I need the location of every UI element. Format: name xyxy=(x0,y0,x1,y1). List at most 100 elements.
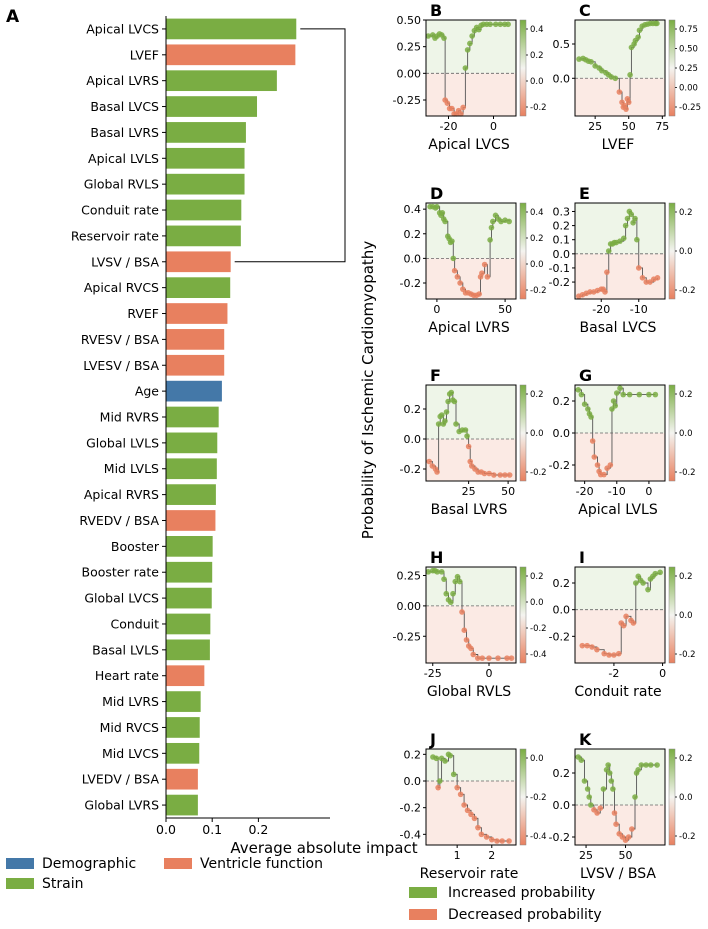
category-label-21: Booster xyxy=(111,539,160,554)
panel-f-point-5 xyxy=(435,421,442,427)
panel-j-point-9 xyxy=(450,771,457,778)
panel-c-negative-region xyxy=(575,78,665,116)
panel-i-y-tick-label-1: 0.2 xyxy=(553,577,571,590)
panel-j: 0.2 0.0 -0.2 -0.4 1 2 0.0 -0.2 -0.4 J Reservoir ra… xyxy=(400,730,547,882)
panel-k-point-6 xyxy=(587,802,594,808)
panel-g-y-tick-label-3: -0.2 xyxy=(549,459,570,472)
panel-k-x-tick-label-2: 50 xyxy=(619,849,633,862)
panel-g-point-9 xyxy=(594,462,601,468)
panel-g-point-4 xyxy=(585,406,591,412)
panel-b-point-11 xyxy=(449,105,455,112)
category-label-31: Global LVRS xyxy=(84,798,159,813)
panel-c-colorbar-label-4: 0.00 xyxy=(679,84,698,94)
category-label-24: Conduit xyxy=(110,616,159,631)
legend-swatch-1 xyxy=(6,858,34,869)
panel-d-x-axis-label: Apical LVRS xyxy=(428,320,510,336)
panel-d-point-30 xyxy=(488,224,495,231)
panel-b-y-tick-label-3: 0.00 xyxy=(397,67,422,80)
panel-g-x-tick-label-1: -20 xyxy=(576,485,594,498)
panel-b-point-1 xyxy=(425,33,432,39)
panel-c-colorbar-label-3: 0.25 xyxy=(679,64,698,74)
panel-j-colorbar-label-3: -0.4 xyxy=(530,832,547,842)
panel-i-point-22 xyxy=(657,569,663,576)
category-label-30: LVEDV / BSA xyxy=(82,772,160,787)
panel-h-point-15 xyxy=(461,627,468,633)
category-label-23: Global LVCS xyxy=(84,591,159,606)
panel-j-point-10 xyxy=(454,784,460,791)
panel-b-frame xyxy=(425,19,517,117)
panel-g-point-16 xyxy=(610,398,617,404)
panel-h-point-16 xyxy=(463,637,470,643)
category-label-27: Mid LVRS xyxy=(102,694,159,709)
panel-j-point-16 xyxy=(475,824,481,831)
panel-g-x-axis-label: Apical LVLS xyxy=(578,502,658,518)
bar-30 xyxy=(166,768,198,790)
legend-label-2: Ventricle function xyxy=(200,856,323,872)
category-label-28: Mid RVCS xyxy=(100,720,159,735)
panel-k-point-15 xyxy=(610,786,616,792)
panel-e-colorbar-label-1: 0.2 xyxy=(679,208,693,218)
panel-d-point-16 xyxy=(454,274,461,280)
panel-k-point-22 xyxy=(629,826,635,832)
panel-e: 0.30.20.10.0-0.1-0.2-20 -100.20.0-0.2EBas… xyxy=(549,184,696,336)
panel-f: 0.2 0.0 -0.2 25 50 0.2 0.0 -0.2 F Basal LVRS xyxy=(400,366,547,518)
legend-label-1: Demographic xyxy=(42,856,136,872)
panel-c-x-tick-label-2: 50 xyxy=(622,120,636,133)
panel-k-point-27 xyxy=(643,762,649,768)
panel-i-point-3 xyxy=(589,644,595,650)
panel-d-point-9 xyxy=(442,218,448,225)
panel-b-colorbar xyxy=(519,19,527,117)
bar-23 xyxy=(166,587,212,609)
bar-13 xyxy=(166,329,225,350)
panel-b-colorbar-label-1: 0.4 xyxy=(530,25,544,35)
panel-j-colorbar-label-2: -0.2 xyxy=(530,793,547,803)
panel-i-point-14 xyxy=(633,580,639,586)
panel-j-point-22 xyxy=(506,838,512,844)
panel-i-point-10 xyxy=(620,622,627,629)
panel-k-point-3 xyxy=(581,778,588,784)
panel-d-x-tick-label-2: 50 xyxy=(498,303,512,316)
panel-k-colorbar-label-3: -0.2 xyxy=(679,832,696,842)
panel-e-positive-region xyxy=(575,203,665,254)
panel-c-point-24 xyxy=(635,34,641,40)
panel-label-c: C xyxy=(579,1,591,20)
panel-g-point-21 xyxy=(626,391,633,398)
panel-h-point-4 xyxy=(434,569,441,575)
panel-f-point-10 xyxy=(443,409,450,415)
panel-k-point-23 xyxy=(632,794,638,800)
panel-j-colorbar xyxy=(519,748,527,846)
panel-i-point-18 xyxy=(645,586,651,593)
panel-k-x-axis-label: LVSV / BSA xyxy=(580,866,656,882)
bar-11 xyxy=(166,277,231,298)
panel-label-d: D xyxy=(430,184,443,203)
panel-e-y-tick-label-5: -0.1 xyxy=(549,262,570,275)
bar-24 xyxy=(166,613,211,635)
panel-c: 0.5 0.0 25 50 75 0.75 0.50 0.25 0.00 -0.25 C LVEF xyxy=(553,1,702,153)
panel-g-point-14 xyxy=(607,462,614,468)
panel-f-point-4 xyxy=(434,469,440,475)
panel-b-y-tick-label-1: 0.50 xyxy=(397,14,422,27)
panel-e-point-25 xyxy=(635,265,642,271)
panel-e-y-tick-label-4: 0.0 xyxy=(553,248,571,261)
panel-b-y-tick-label-4: -0.25 xyxy=(393,94,421,107)
panel-j-y-tick-label-2: 0.0 xyxy=(404,775,422,788)
category-label-6: Apical LVLS xyxy=(88,151,159,166)
panel-c-x-axis-label: LVEF xyxy=(602,137,635,153)
category-label-25: Basal LVLS xyxy=(92,642,159,657)
panel-f-colorbar-label-1: 0.2 xyxy=(530,390,544,400)
panel-g: 0.2 0.0 -0.2 -20 -10 0 0.2 0.0 -0.2 G Apical LVLS xyxy=(549,366,696,518)
panel-g-point-22 xyxy=(636,391,643,398)
panel-f-point-32 xyxy=(506,472,513,478)
panel-j-y-tick-label-3: -0.2 xyxy=(400,802,421,815)
panel-c-point-12 xyxy=(612,75,619,82)
panel-d-colorbar xyxy=(519,202,527,300)
panel-e-point-11 xyxy=(605,248,612,254)
panel-h-y-tick-label-3: -0.25 xyxy=(393,630,421,643)
panel-h-point-21 xyxy=(479,655,486,661)
panel-i-colorbar-label-3: -0.2 xyxy=(679,650,696,660)
bar-6 xyxy=(166,147,245,169)
panel-g-colorbar-label-3: -0.2 xyxy=(679,468,696,478)
panel-i-x-axis-label: Conduit rate xyxy=(574,684,661,700)
panel-f-x-axis-label: Basal LVRS xyxy=(431,502,508,518)
shared-y-axis-label: Probability of Ischemic Cardiomyopathy xyxy=(359,241,377,540)
